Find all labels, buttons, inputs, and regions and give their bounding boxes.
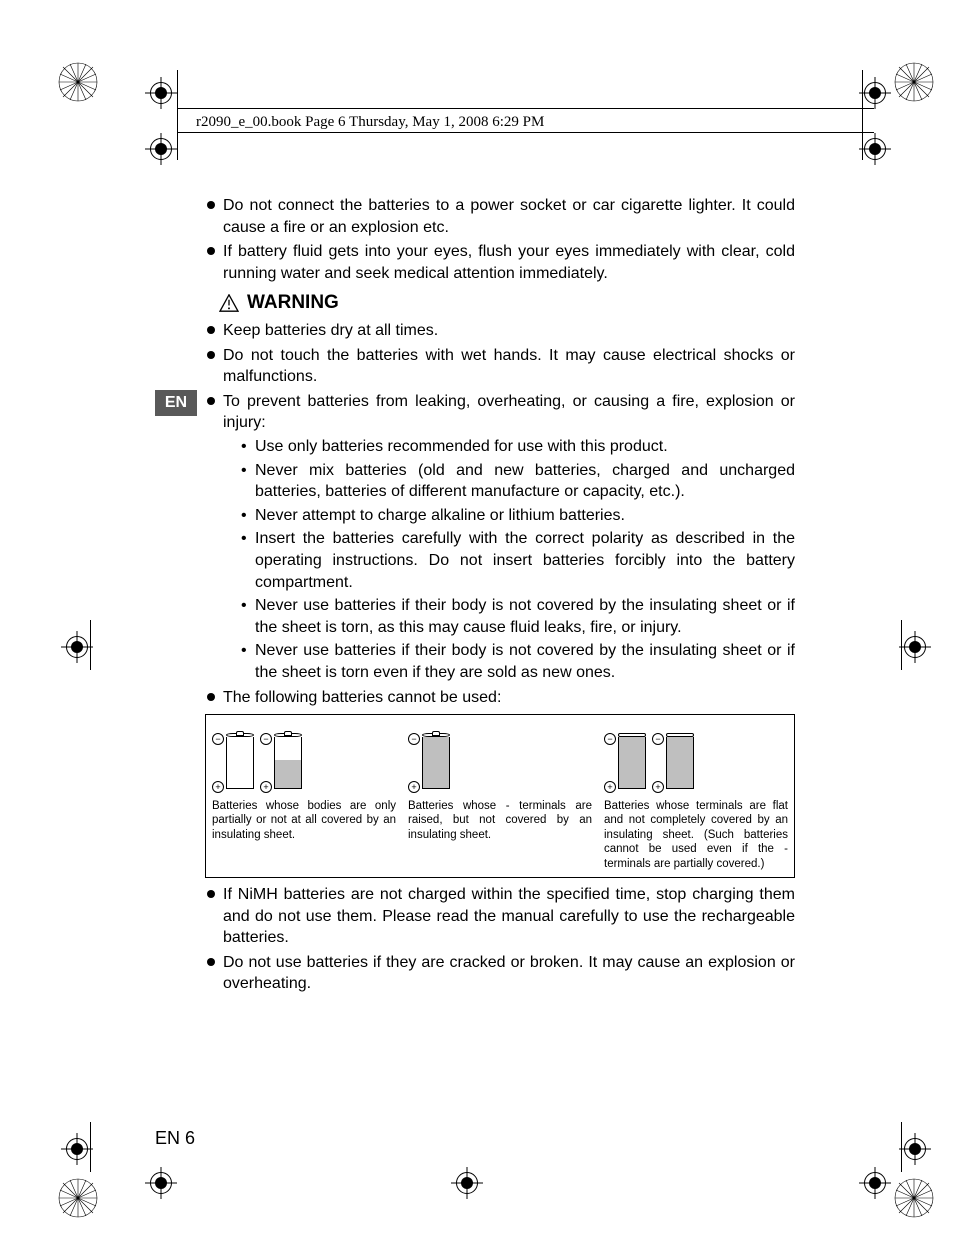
- reg-mark: [904, 636, 926, 658]
- warning-list-3: If NiMH batteries are not charged within…: [205, 884, 795, 995]
- reg-mark: [66, 636, 88, 658]
- crop-star-tl: [58, 62, 98, 102]
- reg-mark: [150, 138, 172, 160]
- list-item: Keep batteries dry at all times.: [205, 320, 795, 342]
- list-item: Do not touch the batteries with wet hand…: [205, 345, 795, 388]
- text: Do not touch the batteries with wet hand…: [223, 347, 795, 386]
- battery-caption: Batteries whose terminals are flat and n…: [604, 799, 788, 871]
- reg-mark: [150, 1172, 172, 1194]
- reg-mark: [456, 1172, 478, 1194]
- warning-list-1: Keep batteries dry at all times. Do not …: [205, 320, 795, 708]
- list-item: The following batteries cannot be used:: [205, 687, 795, 709]
- text: To prevent batteries from leaking, overh…: [223, 393, 795, 432]
- list-item: To prevent batteries from leaking, overh…: [205, 391, 795, 684]
- crop-star-tr: [894, 62, 934, 102]
- reg-mark: [864, 82, 886, 104]
- battery-caption: Batteries whose - terminals are raised, …: [408, 799, 592, 842]
- crop-line: [901, 620, 902, 670]
- crop-line: [90, 1122, 91, 1172]
- warning-sublist: Use only batteries recommended for use w…: [223, 436, 795, 684]
- language-tab: EN: [155, 390, 197, 416]
- list-item: Never use batteries if their body is not…: [223, 595, 795, 638]
- page-content: Do not connect the batteries to a power …: [205, 195, 795, 998]
- frame-vline-left: [177, 70, 178, 160]
- list-item: If battery fluid gets into your eyes, fl…: [205, 241, 795, 284]
- list-item: Never attempt to charge alkaline or lith…: [223, 505, 795, 527]
- list-item: Never use batteries if their body is not…: [223, 640, 795, 683]
- header-text: r2090_e_00.book Page 6 Thursday, May 1, …: [196, 114, 544, 131]
- crop-line: [901, 1122, 902, 1172]
- list-item: Use only batteries recommended for use w…: [223, 436, 795, 458]
- reg-mark: [150, 82, 172, 104]
- reg-mark: [864, 1172, 886, 1194]
- reg-mark: [66, 1138, 88, 1160]
- header-rule-bottom: [177, 132, 874, 133]
- list-item: Insert the batteries carefully with the …: [223, 528, 795, 593]
- battery-col-1: −+ −+ Batteries whose bodies are only pa…: [212, 723, 396, 871]
- list-item: If NiMH batteries are not charged within…: [205, 884, 795, 949]
- battery-image: −+: [408, 723, 592, 793]
- battery-col-3: −+ −+ Batteries whose terminals are flat…: [604, 723, 788, 871]
- battery-image: −+ −+: [212, 723, 396, 793]
- warning-icon: [219, 294, 239, 312]
- list-item: Do not use batteries if they are cracked…: [205, 952, 795, 995]
- reg-mark: [864, 138, 886, 160]
- frame-vline-right: [862, 70, 863, 160]
- crop-star-bl: [58, 1178, 98, 1218]
- battery-image: −+ −+: [604, 723, 788, 793]
- intro-list: Do not connect the batteries to a power …: [205, 195, 795, 284]
- list-item: Never mix batteries (old and new batteri…: [223, 460, 795, 503]
- list-item: Do not connect the batteries to a power …: [205, 195, 795, 238]
- battery-caption: Batteries whose bodies are only partiall…: [212, 799, 396, 842]
- battery-col-2: −+ Batteries whose - terminals are raise…: [408, 723, 592, 871]
- battery-diagram-box: −+ −+ Batteries whose bodies are only pa…: [205, 714, 795, 878]
- warning-heading: WARNING: [219, 290, 795, 316]
- crop-line: [90, 620, 91, 670]
- page-number: EN 6: [155, 1128, 195, 1149]
- crop-star-br: [894, 1178, 934, 1218]
- text: If NiMH batteries are not charged within…: [223, 886, 795, 946]
- reg-mark: [904, 1138, 926, 1160]
- header-rule-top: [177, 108, 874, 109]
- warning-title: WARNING: [247, 290, 339, 316]
